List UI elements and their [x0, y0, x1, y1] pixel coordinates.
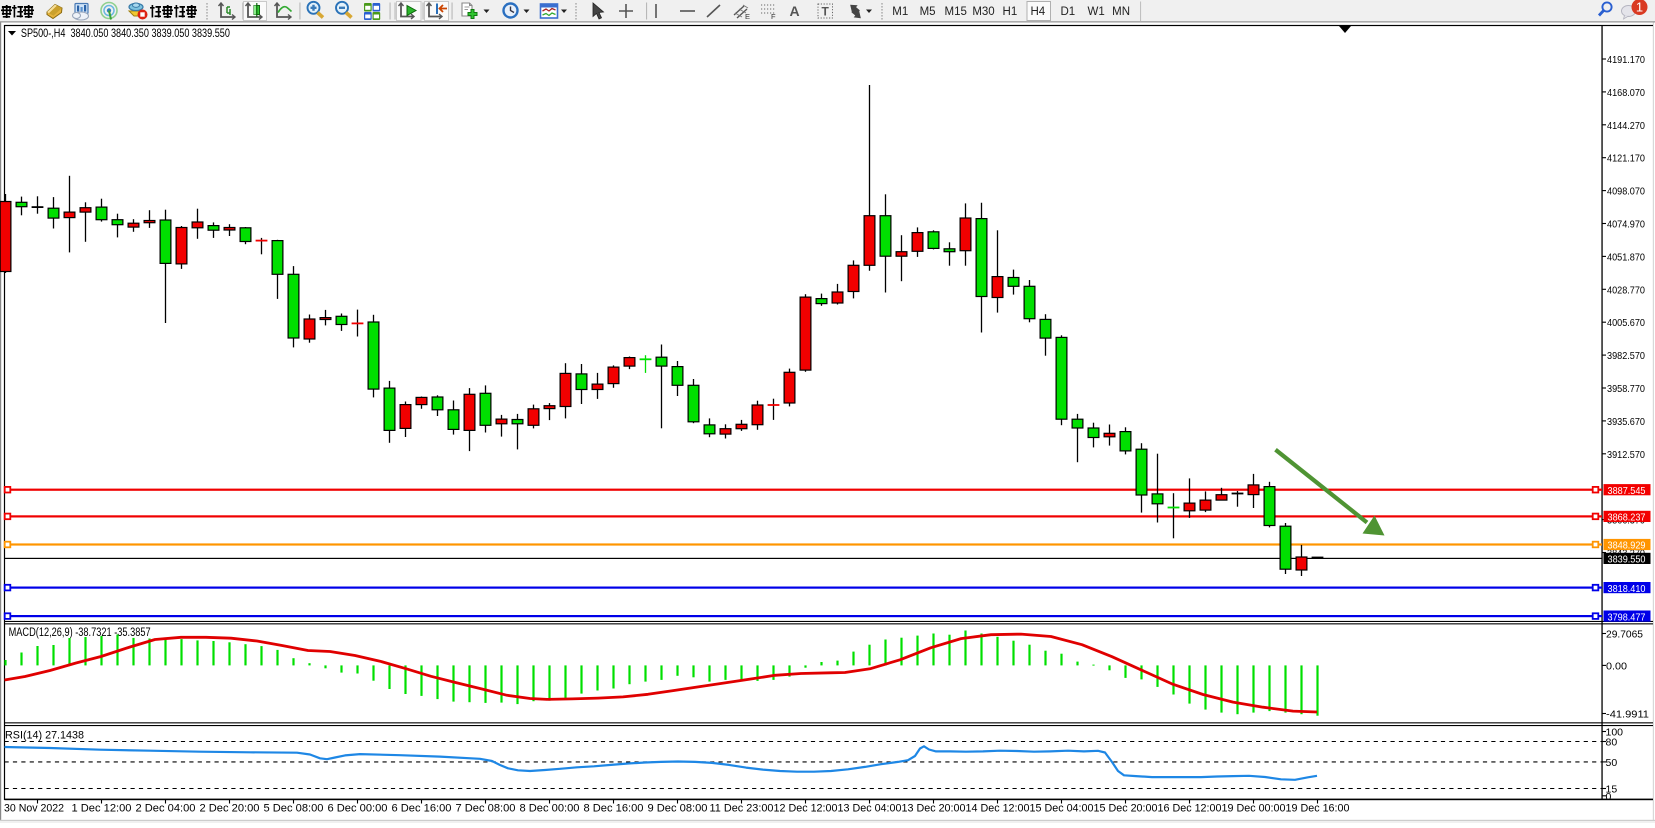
- svg-text:3887.545: 3887.545: [1608, 485, 1646, 497]
- svg-text:14 Dec 12:00: 14 Dec 12:00: [966, 803, 1030, 815]
- svg-text:E: E: [745, 12, 750, 21]
- svg-text:4121.170: 4121.170: [1607, 153, 1645, 165]
- svg-text:15 Dec 04:00: 15 Dec 04:00: [1030, 803, 1094, 815]
- svg-text:8 Dec 16:00: 8 Dec 16:00: [584, 803, 644, 815]
- svg-text:15 Dec 20:00: 15 Dec 20:00: [1094, 803, 1158, 815]
- svg-text:0: 0: [1606, 791, 1612, 803]
- svg-text:2 Dec 04:00: 2 Dec 04:00: [136, 803, 196, 815]
- svg-text:50: 50: [1606, 757, 1618, 769]
- svg-text:4098.070: 4098.070: [1607, 186, 1645, 198]
- svg-text:12 Dec 12:00: 12 Dec 12:00: [774, 803, 838, 815]
- svg-text:4191.170: 4191.170: [1607, 54, 1645, 66]
- svg-text:7 Dec 08:00: 7 Dec 08:00: [456, 803, 516, 815]
- svg-text:6 Dec 16:00: 6 Dec 16:00: [392, 803, 452, 815]
- svg-text:M1: M1: [892, 6, 908, 18]
- svg-text:M5: M5: [920, 6, 936, 18]
- svg-text:3818.410: 3818.410: [1608, 583, 1646, 595]
- svg-text:3868.237: 3868.237: [1608, 512, 1646, 524]
- svg-text:13 Dec 04:00: 13 Dec 04:00: [838, 803, 902, 815]
- svg-text:3848.929: 3848.929: [1608, 540, 1646, 552]
- svg-text:6 Dec 00:00: 6 Dec 00:00: [328, 803, 388, 815]
- svg-text:11 Dec 23:00: 11 Dec 23:00: [710, 803, 774, 815]
- svg-text:8 Dec 00:00: 8 Dec 00:00: [520, 803, 580, 815]
- svg-text:MACD(12,26,9) -38.7321 -35.385: MACD(12,26,9) -38.7321 -35.3857: [9, 627, 151, 639]
- svg-text:M15: M15: [945, 6, 967, 18]
- svg-text:16 Dec 12:00: 16 Dec 12:00: [1158, 803, 1222, 815]
- svg-text:MN: MN: [1112, 6, 1130, 18]
- svg-text:19 Dec 00:00: 19 Dec 00:00: [1222, 803, 1286, 815]
- svg-text:30 Nov 2022: 30 Nov 2022: [4, 803, 64, 815]
- svg-text:A: A: [790, 3, 800, 19]
- svg-text:W1: W1: [1087, 6, 1104, 18]
- svg-text:1: 1: [1636, 0, 1643, 15]
- svg-text:2 Dec 20:00: 2 Dec 20:00: [200, 803, 260, 815]
- svg-text:1 Dec 12:00: 1 Dec 12:00: [72, 803, 132, 815]
- svg-text:0.00: 0.00: [1606, 660, 1627, 672]
- svg-text:D1: D1: [1060, 6, 1075, 18]
- svg-text:T: T: [822, 5, 830, 19]
- svg-text:80: 80: [1606, 737, 1618, 749]
- svg-text:4005.670: 4005.670: [1607, 317, 1645, 329]
- svg-text:SP500-,H4 3840.050 3840.350 3: SP500-,H4 3840.050 3840.350 3839.050 383…: [21, 26, 230, 40]
- svg-text:3935.670: 3935.670: [1607, 416, 1645, 428]
- svg-text:H1: H1: [1003, 6, 1018, 18]
- svg-text:RSI(14) 27.1438: RSI(14) 27.1438: [5, 730, 84, 742]
- svg-text:4168.070: 4168.070: [1607, 87, 1645, 99]
- svg-text:5 Dec 08:00: 5 Dec 08:00: [264, 803, 324, 815]
- svg-text:H4: H4: [1030, 6, 1045, 18]
- svg-text:3798.477: 3798.477: [1608, 611, 1646, 623]
- svg-text:29.7065: 29.7065: [1606, 629, 1643, 641]
- svg-text:13 Dec 20:00: 13 Dec 20:00: [902, 803, 966, 815]
- svg-text:-41.9911: -41.9911: [1606, 709, 1649, 721]
- svg-text:19 Dec 16:00: 19 Dec 16:00: [1286, 803, 1350, 815]
- svg-text:3839.550: 3839.550: [1608, 554, 1646, 566]
- svg-text:M30: M30: [972, 6, 994, 18]
- svg-text:3912.570: 3912.570: [1607, 449, 1645, 461]
- svg-text:4074.970: 4074.970: [1607, 219, 1645, 231]
- svg-text:4051.870: 4051.870: [1607, 251, 1645, 263]
- svg-text:4028.770: 4028.770: [1607, 284, 1645, 296]
- svg-text:15: 15: [1606, 784, 1618, 796]
- svg-text:100: 100: [1606, 727, 1624, 739]
- svg-text:9 Dec 08:00: 9 Dec 08:00: [648, 803, 708, 815]
- svg-text:4144.270: 4144.270: [1607, 120, 1645, 132]
- svg-text:3958.770: 3958.770: [1607, 383, 1645, 395]
- svg-text:3982.570: 3982.570: [1607, 350, 1645, 362]
- svg-text:F: F: [771, 12, 776, 21]
